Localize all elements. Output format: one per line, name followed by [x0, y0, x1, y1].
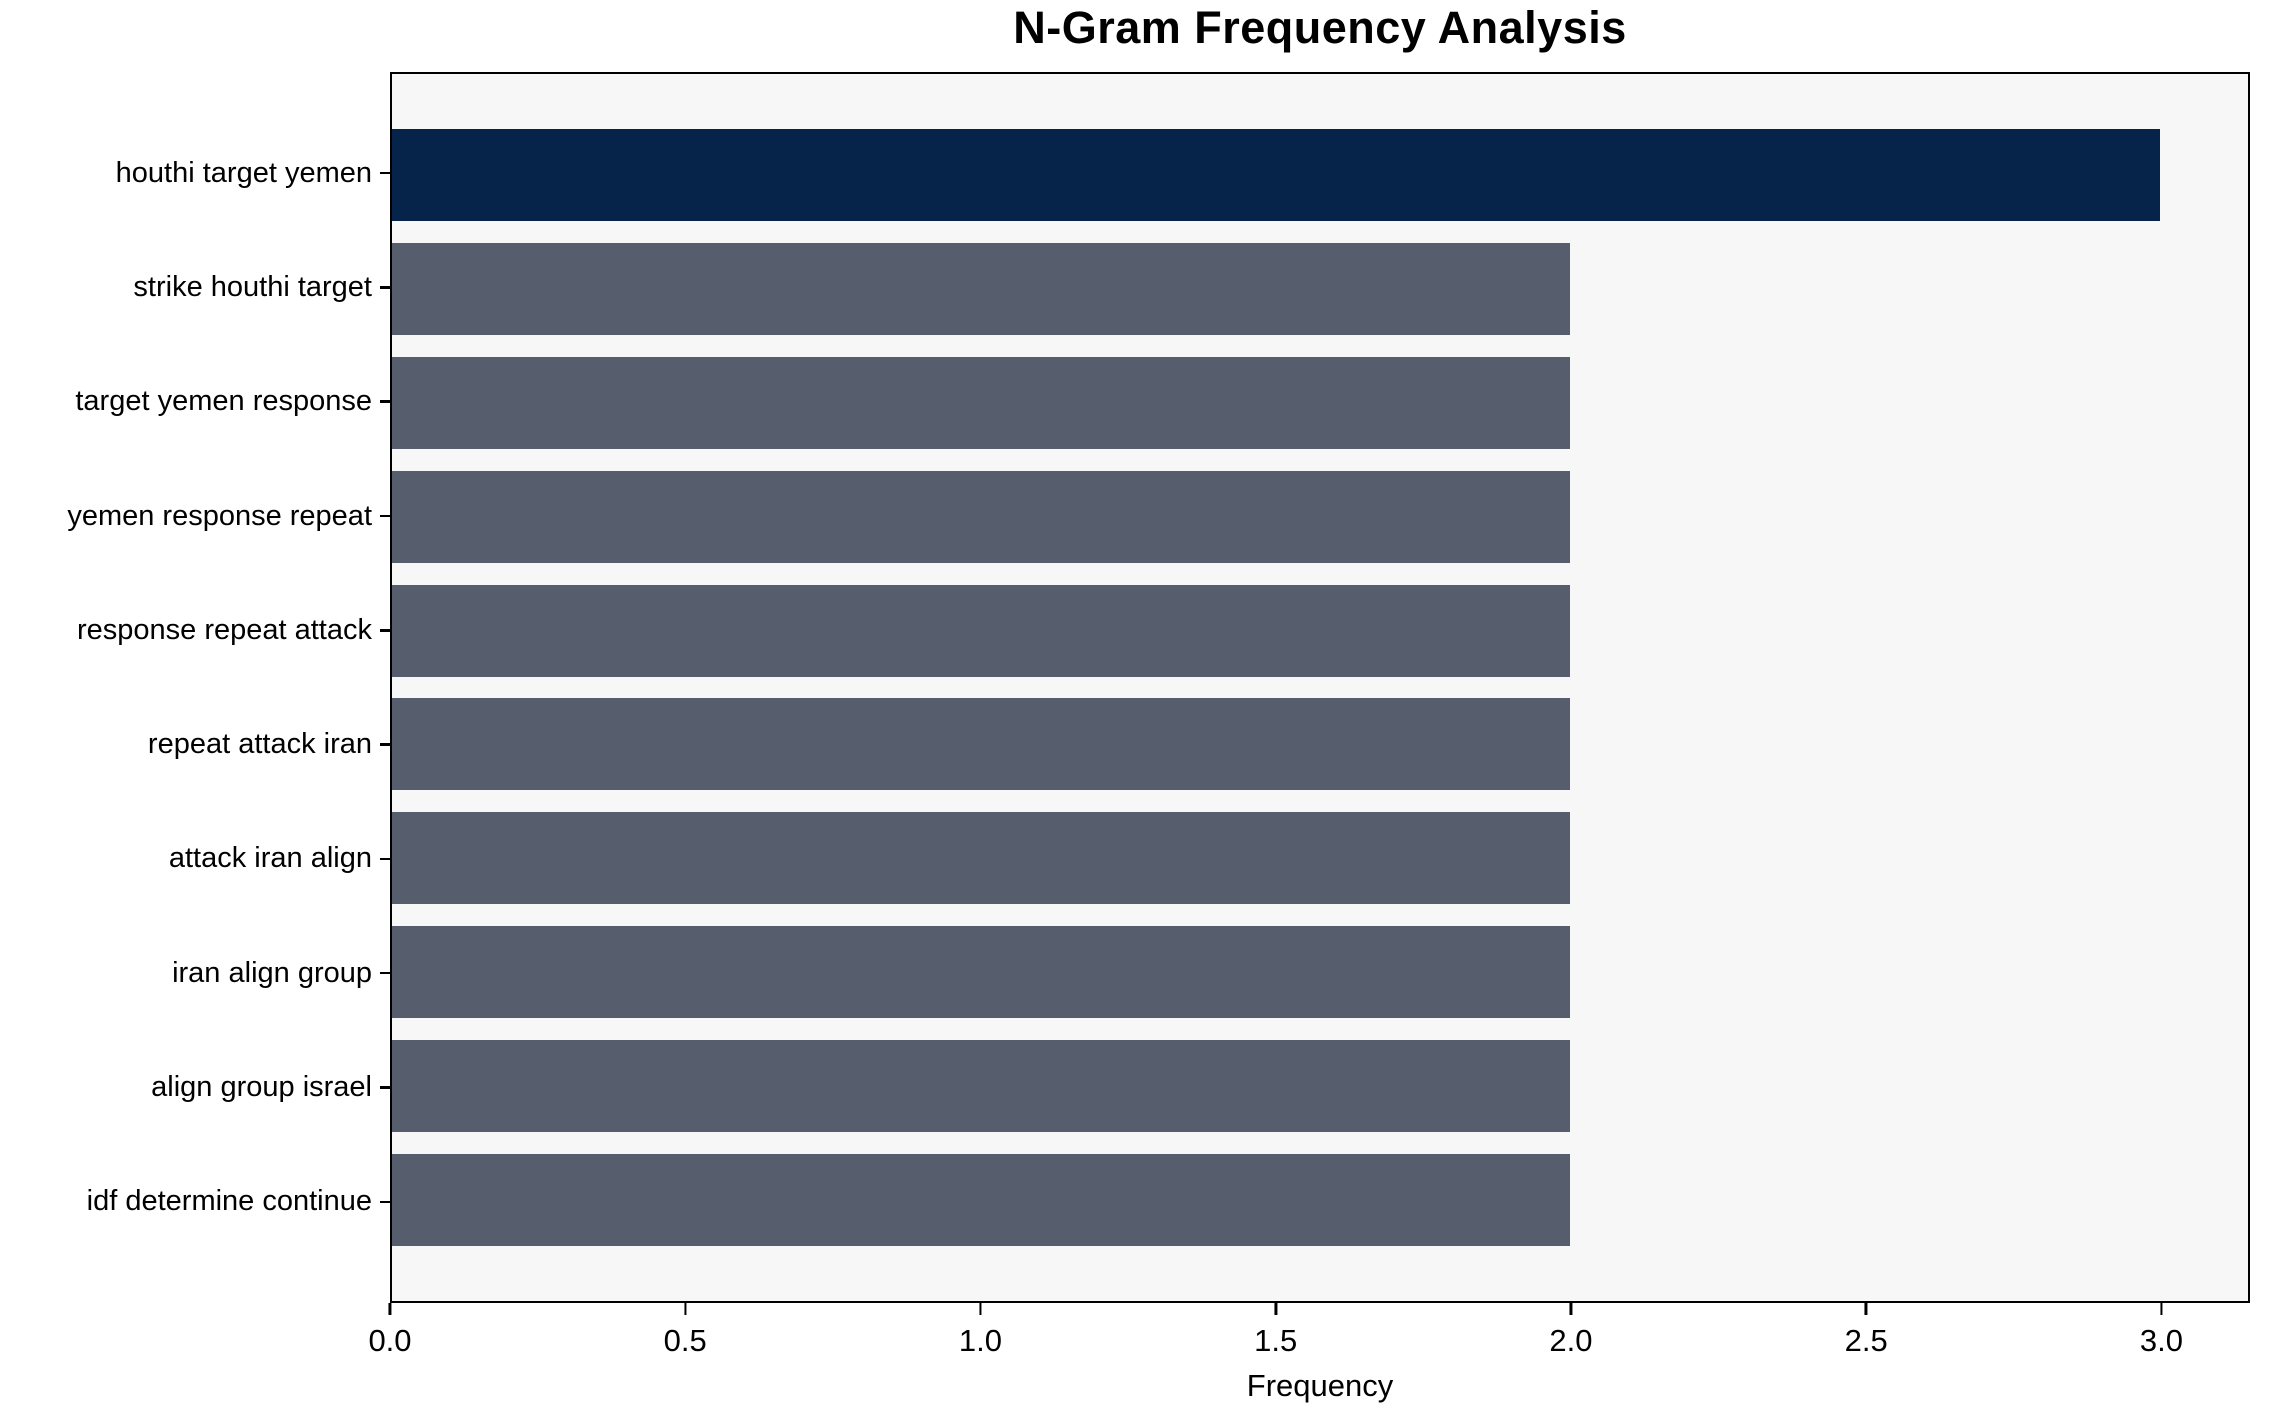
y-tick-mark [380, 286, 390, 289]
bar-series [392, 74, 2248, 1301]
bar-row [392, 915, 2248, 1029]
bar-row [392, 460, 2248, 574]
bar-row [392, 801, 2248, 915]
x-axis-label: Frequency [1246, 1368, 1394, 1403]
y-tick: align group israel [0, 1030, 390, 1144]
x-tick-mark [2160, 1303, 2163, 1315]
y-tick: target yemen response [0, 345, 390, 459]
bar [392, 242, 1571, 335]
bar [392, 812, 1571, 905]
bar [392, 128, 2160, 221]
x-tick: 1.5 [1254, 1303, 1297, 1359]
bar [392, 356, 1571, 449]
y-tick: yemen response repeat [0, 459, 390, 573]
bar [392, 698, 1571, 791]
x-tick-label: 1.5 [1254, 1323, 1298, 1358]
x-tick-mark [1569, 1303, 1573, 1315]
bar [392, 1040, 1571, 1133]
bar [392, 584, 1571, 677]
y-tick-label: strike houthi target [133, 270, 372, 303]
y-axis: houthi target yemen strike houthi target t… [0, 72, 390, 1303]
y-tick-mark [380, 171, 390, 175]
bar-row [392, 346, 2248, 460]
x-tick-label: 2.0 [1549, 1323, 1593, 1358]
chart-title: N-Gram Frequency Analysis [1013, 2, 1627, 53]
y-tick-label: houthi target yemen [115, 156, 372, 189]
y-tick-label: repeat attack iran [147, 728, 372, 761]
bar-row [392, 574, 2248, 688]
y-tick-label: iran align group [172, 956, 372, 989]
y-tick-label: attack iran align [168, 842, 372, 875]
y-tick-mark [380, 971, 390, 975]
y-tick: strike houthi target [0, 230, 390, 344]
bar-row [392, 1143, 2248, 1257]
y-tick: response repeat attack [0, 573, 390, 687]
x-tick-mark [388, 1303, 392, 1315]
x-tick-label: 1.0 [958, 1323, 1003, 1358]
y-tick-label: yemen response repeat [67, 499, 372, 532]
y-tick-label: idf determine continue [86, 1185, 372, 1218]
y-tick: repeat attack iran [0, 687, 390, 801]
x-tick-label: 2.5 [1844, 1323, 1888, 1358]
x-tick: 1.0 [959, 1303, 1002, 1359]
x-tick-label: 3.0 [2139, 1323, 2183, 1358]
y-tick-mark [380, 1200, 390, 1204]
x-tick-mark [1274, 1303, 1277, 1315]
bar [392, 470, 1571, 563]
x-tick-mark [979, 1303, 982, 1315]
x-tick: 0.0 [368, 1303, 412, 1359]
x-tick: 2.0 [1549, 1303, 1592, 1359]
y-tick-mark [380, 629, 390, 632]
bar-row [392, 688, 2248, 802]
y-tick-label: target yemen response [75, 385, 372, 418]
bar [392, 1154, 1571, 1247]
y-tick-mark [380, 857, 390, 861]
y-tick: idf determine continue [0, 1145, 390, 1259]
y-tick-mark [380, 400, 390, 403]
y-tick: houthi target yemen [0, 116, 390, 230]
y-tick-mark [380, 743, 390, 746]
bar-row [392, 1029, 2248, 1143]
x-tick-mark [1864, 1303, 1868, 1315]
y-tick-mark [380, 514, 390, 518]
bar [392, 926, 1571, 1019]
y-tick-mark [380, 1086, 390, 1089]
bar-row [392, 118, 2248, 232]
x-tick-mark [683, 1303, 687, 1315]
x-tick-label: 0.0 [368, 1323, 412, 1358]
y-tick: iran align group [0, 916, 390, 1030]
bar-row [392, 232, 2248, 346]
x-tick: 2.5 [1845, 1303, 1888, 1359]
y-tick-label: response repeat attack [76, 613, 372, 646]
y-tick: attack iran align [0, 802, 390, 916]
x-tick-label: 0.5 [663, 1323, 707, 1358]
y-tick-label: align group israel [151, 1071, 372, 1104]
x-tick: 3.0 [2140, 1303, 2183, 1359]
x-tick: 0.5 [664, 1303, 707, 1359]
plot-area [390, 72, 2250, 1303]
